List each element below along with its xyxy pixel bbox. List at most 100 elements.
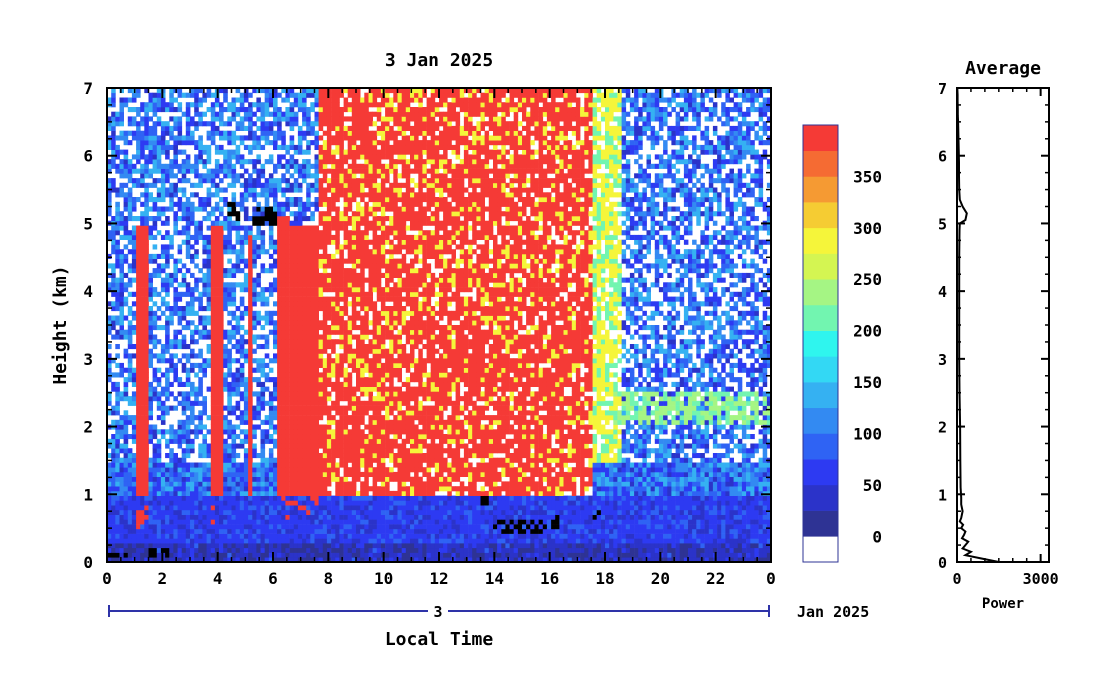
heatmap-cell	[351, 310, 357, 316]
heatmap-cell	[214, 415, 220, 421]
heatmap-cell	[351, 358, 357, 364]
heatmap-cell	[111, 249, 116, 255]
heatmap-cell	[277, 400, 282, 406]
heatmap-cell	[235, 201, 241, 207]
heatmap-cell	[111, 135, 116, 141]
heatmap-cell	[127, 173, 133, 179]
heatmap-cell	[256, 116, 261, 122]
heatmap-cell	[264, 92, 270, 98]
heatmap-cell	[136, 462, 141, 468]
heatmap-cell	[219, 239, 224, 245]
heatmap-cell	[268, 92, 274, 98]
heatmap-cell	[156, 543, 162, 549]
heatmap-cell	[297, 514, 303, 520]
heatmap-cell	[248, 272, 253, 278]
heatmap-cell	[169, 306, 174, 312]
heatmap-cell	[214, 524, 220, 530]
heatmap-cell	[136, 528, 141, 534]
heatmap-cell	[360, 178, 365, 184]
heatmap-cell	[190, 500, 195, 506]
heatmap-cell	[252, 495, 257, 501]
heatmap-cell	[107, 159, 112, 165]
heatmap-cell	[302, 490, 307, 496]
heatmap-cell	[152, 159, 158, 165]
heatmap-cell	[144, 197, 149, 203]
heatmap-cell	[144, 263, 149, 269]
heatmap-cell	[144, 396, 149, 402]
heatmap-cell	[318, 524, 324, 530]
heatmap-cell	[239, 301, 245, 307]
heatmap-cell	[119, 509, 124, 515]
heatmap-cell	[273, 505, 278, 511]
heatmap-cell	[318, 178, 324, 184]
heatmap-cell	[293, 405, 299, 411]
heatmap-cell	[326, 201, 332, 207]
heatmap-cell	[181, 471, 187, 477]
heatmap-cell	[107, 325, 112, 331]
heatmap-cell	[293, 301, 299, 307]
heatmap-cell	[115, 344, 120, 350]
heatmap-cell	[339, 272, 344, 278]
heatmap-cell	[356, 116, 361, 122]
heatmap-cell	[111, 500, 116, 506]
heatmap-cell	[256, 533, 261, 539]
heatmap-cell	[223, 272, 228, 278]
heatmap-cell	[314, 547, 319, 553]
heatmap-cell	[347, 239, 353, 245]
heatmap-cell	[235, 154, 241, 160]
heatmap-cell	[243, 225, 249, 231]
heatmap-cell	[306, 173, 311, 179]
heatmap-cell	[227, 201, 232, 207]
heatmap-cell	[144, 362, 149, 368]
heatmap-cell	[210, 310, 216, 316]
heatmap-cell	[202, 434, 207, 440]
heatmap-cell	[302, 135, 307, 141]
heatmap-cell	[111, 419, 116, 425]
heatmap-cell	[231, 505, 237, 511]
heatmap-cell	[231, 443, 237, 449]
heatmap-cell	[289, 296, 295, 302]
heatmap-cell	[326, 220, 332, 226]
heatmap-cell	[260, 135, 266, 141]
heatmap-cell	[198, 552, 203, 558]
heatmap-cell	[322, 234, 328, 240]
heatmap-cell	[177, 429, 183, 435]
heatmap-cell	[268, 125, 274, 131]
heatmap-cell	[210, 206, 216, 212]
heatmap-cell	[326, 130, 332, 136]
heatmap-cell	[252, 377, 257, 383]
heatmap-cell	[281, 419, 286, 425]
heatmap-cell	[119, 362, 124, 368]
heatmap-cell	[318, 197, 324, 203]
heatmap-cell	[364, 557, 369, 562]
heatmap-cell	[273, 386, 278, 392]
heatmap-cell	[177, 381, 183, 387]
heatmap-cell	[281, 391, 286, 397]
heatmap-cell	[310, 486, 315, 492]
heatmap-cell	[156, 206, 162, 212]
heatmap-cell	[173, 429, 178, 435]
heatmap-cell	[111, 272, 116, 278]
heatmap-cell	[144, 192, 149, 198]
heatmap-cell	[297, 490, 303, 496]
heatmap-cell	[326, 310, 332, 316]
heatmap-cell	[360, 282, 365, 288]
heatmap-cell	[136, 168, 141, 174]
heatmap-cell	[285, 386, 290, 392]
heatmap-cell	[156, 358, 162, 364]
heatmap-cell	[152, 500, 158, 506]
heatmap-cell	[127, 201, 133, 207]
heatmap-cell	[248, 471, 253, 477]
heatmap-cell	[131, 415, 137, 421]
heatmap-cell	[177, 140, 183, 146]
heatmap-cell	[214, 282, 220, 288]
heatmap-cell	[119, 225, 124, 231]
heatmap-cell	[190, 353, 195, 359]
heatmap-cell	[347, 391, 353, 397]
heatmap-cell	[252, 424, 257, 430]
heatmap-cell	[206, 287, 212, 293]
heatmap-cell	[322, 462, 328, 468]
heatmap-cell	[273, 471, 278, 477]
heatmap-cell	[227, 211, 232, 217]
heatmap-cell	[231, 107, 237, 113]
